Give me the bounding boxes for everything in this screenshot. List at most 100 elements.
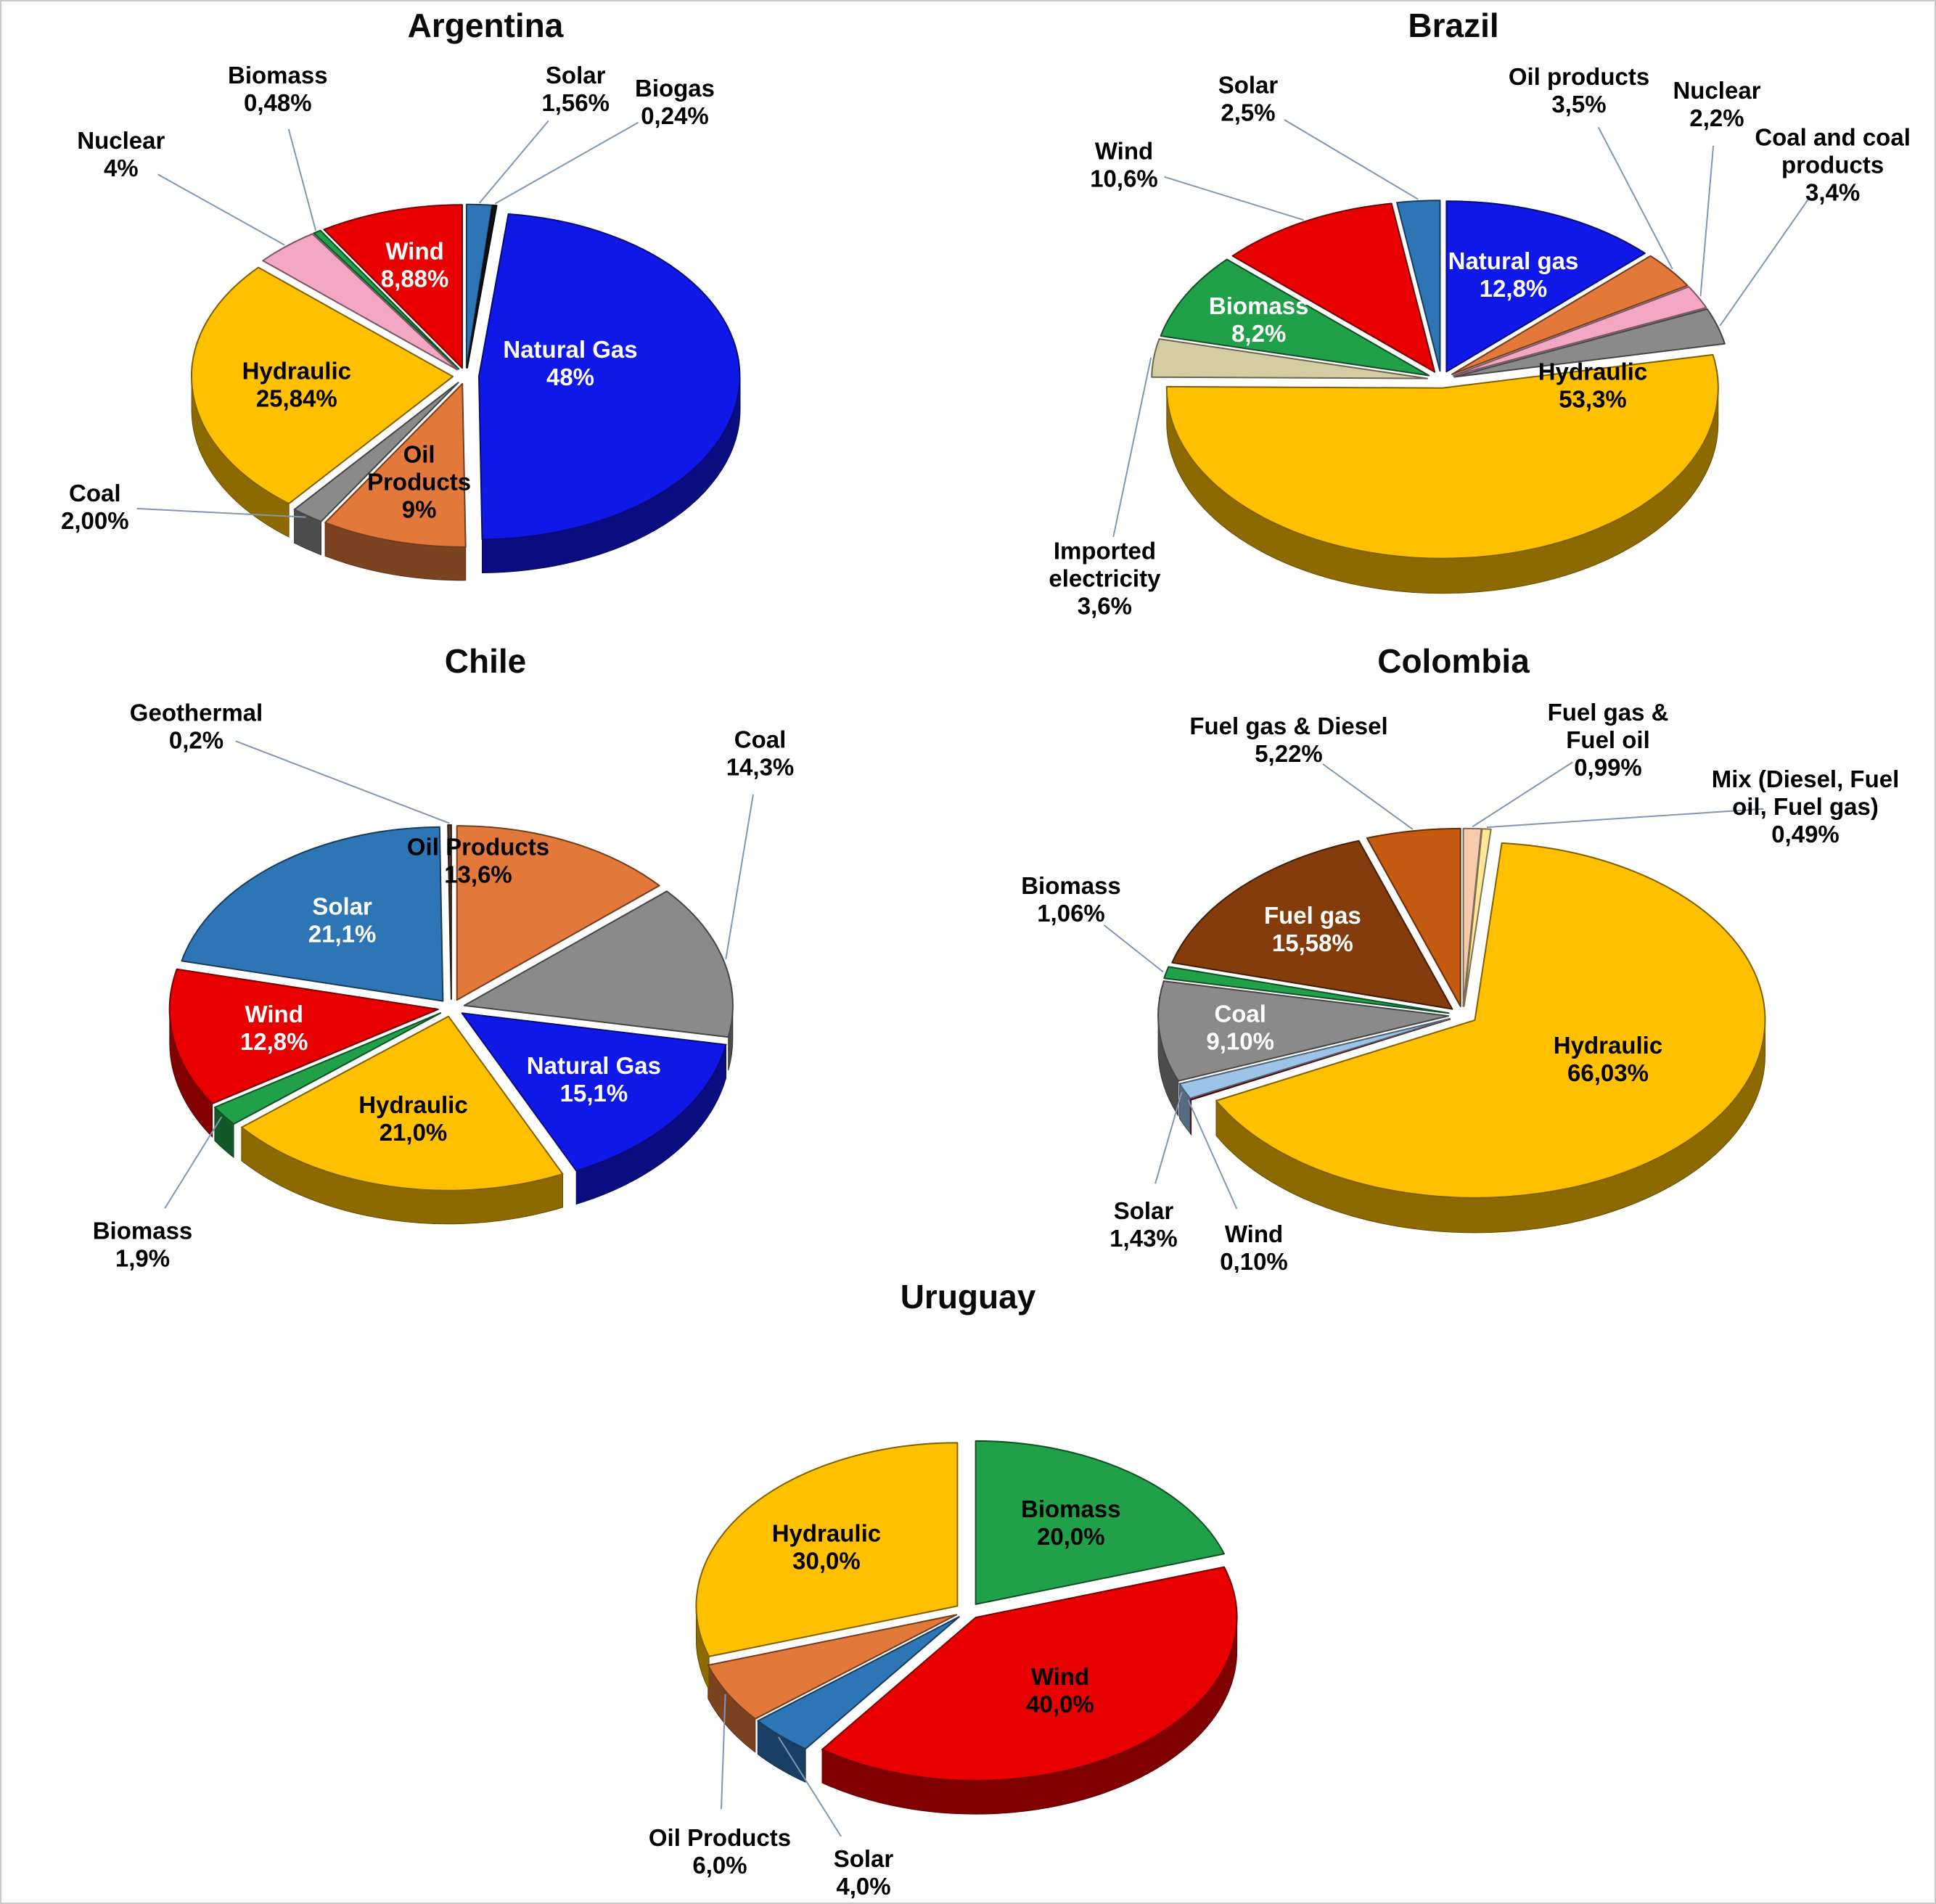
slice-label-biogas: Biogas 0,24%: [635, 75, 715, 129]
pie-chart-argentina: Solar 1,56% Biogas 0,24% Natural Gas 48% Oil Pr…: [61, 62, 741, 581]
pie-slice-natural-gas: [1445, 200, 1646, 373]
pie-chart-brazil: Natural gas 12,8% Oil products 3,5% Nuclear 2…: [1049, 63, 1911, 620]
slice-label-fuel-gas-diesel: Fuel gas & Diesel 5,22%: [1189, 713, 1387, 767]
slice-label-natural-gas: Natural gas 12,8%: [1448, 247, 1579, 302]
pie-slice-hydraulic: [191, 266, 454, 505]
slice-label-solar: Solar 1,56%: [541, 62, 610, 116]
chart-title-uruguay: Uruguay: [900, 1278, 1036, 1316]
pie-slice-fuel-gas: [1171, 840, 1453, 1010]
chart-title-brazil: Brazil: [1408, 7, 1499, 44]
pie-slice-hydraulic: [1215, 842, 1766, 1199]
pie-slice-wind: [168, 968, 439, 1104]
pie-slice-solar: [1396, 200, 1441, 372]
pie-slice-biomass: [1163, 966, 1450, 1014]
figure-row-3: Uruguay Biomass 20,0% Wind 40,0% Solar 4,0% Oi…: [1, 1273, 1935, 1901]
label-leader-biomass: [164, 1116, 223, 1209]
label-leader-biomass: [1103, 924, 1164, 973]
slice-label-coal-and-coal-products: Coal and coal products 3,4%: [1755, 123, 1911, 205]
label-leader-fuel-gas-diesel: [1322, 763, 1414, 830]
chart-cell-chile: Chile Oil Products 13,6% Coal 14,3% Natural …: [1, 637, 969, 1273]
slice-label-biomass: Biomass 20,0%: [1021, 1495, 1121, 1550]
pie-slice-imported-electricity: [1151, 338, 1429, 379]
pie-slice-mix-diesel-fuel-oil-fuel-gas: [1463, 828, 1492, 1007]
pie-slice-coal: [293, 382, 459, 522]
pie-slice-fuel-gas-diesel: [1366, 827, 1461, 1007]
label-leader-oil-products: [721, 1694, 726, 1810]
slice-label-biomass: Biomass 8,2%: [1209, 292, 1309, 346]
slice-label-hydraulic: Hydraulic 21,0%: [358, 1091, 467, 1146]
slice-label-coal: Coal 14,3%: [726, 726, 795, 780]
slice-label-imported-electricity: Imported electricity 3,6%: [1049, 537, 1161, 619]
slice-label-mix-diesel-fuel-oil-fuel-gas: Mix (Diesel, Fuel oil, Fuel gas) 0,49%: [1712, 766, 1900, 848]
chart-cell-colombia: Colombia Fuel gas & Fuel oil 0,99% Mix (Die…: [969, 637, 1935, 1273]
pie-slice-oil-products: [324, 382, 467, 548]
slice-label-wind: Wind 40,0%: [1026, 1663, 1094, 1718]
pie-slice-wind: [323, 204, 463, 369]
pie-slice-solar: [757, 1616, 960, 1750]
chart-cell-argentina: Argentina Solar 1,56% Biogas 0,24% Natural G…: [1, 1, 969, 637]
slice-label-biomass: Biomass 1,9%: [93, 1217, 193, 1271]
slice-label-oil-products: Oil Products 13,6%: [407, 833, 549, 887]
slice-label-coal: Coal 2,00%: [61, 480, 129, 534]
pie-slice-natural-gas: [461, 1012, 727, 1172]
slice-label-solar: Solar 2,5%: [1218, 71, 1279, 126]
pie-slice-biomass: [1160, 258, 1430, 377]
slice-label-oil-products: Oil Products 9%: [367, 440, 471, 522]
chart-title-chile: Chile: [444, 642, 527, 680]
pie-slice-hydraulic: [695, 1442, 959, 1657]
pie-slice-oil-products: [1451, 255, 1689, 375]
chart-title-colombia: Colombia: [1377, 642, 1530, 680]
pie-slice-oil-products: [707, 1614, 958, 1720]
slice-label-coal: Coal 9,10%: [1206, 1000, 1274, 1054]
slice-label-wind: Wind 12,8%: [240, 1001, 308, 1055]
label-leader-solar: [1154, 1091, 1183, 1184]
slice-label-wind: Wind 8,88%: [381, 237, 449, 292]
pie-slice-biomass: [975, 1440, 1225, 1605]
slice-label-geothermal: Geothermal 0,2%: [130, 699, 263, 753]
slice-label-solar: Solar 21,1%: [308, 892, 377, 947]
chart-title-argentina: Argentina: [407, 7, 564, 44]
slice-label-solar: Solar 1,43%: [1109, 1197, 1178, 1252]
label-leader-wind: [1164, 176, 1304, 221]
pie-chart-uruguay: Biomass 20,0% Wind 40,0% Solar 4,0% Oil Produc…: [649, 1440, 1238, 1900]
label-leader-biogas: [494, 121, 639, 205]
label-leader-mix-diesel-fuel-oil-fuel-gas: [1486, 808, 1764, 829]
pie-slice-geothermal: [447, 824, 452, 1000]
slice-label-nuclear: Nuclear 2,2%: [1673, 77, 1760, 131]
label-leader-coal-and-coal-products: [1719, 198, 1810, 327]
pie-slice-wind: [821, 1566, 1238, 1782]
slice-label-oil-products: Oil Products 6,0%: [649, 1824, 791, 1879]
label-leader-wind: [1187, 1099, 1238, 1210]
slice-label-biomass: Biomass 1,06%: [1021, 872, 1121, 927]
slice-label-hydraulic: Hydraulic 25,84%: [242, 357, 351, 411]
pie-slice-solar: [465, 203, 493, 369]
pie-slice-coal: [1157, 980, 1450, 1082]
slice-label-oil-products: Oil products 3,5%: [1509, 63, 1649, 118]
slice-label-hydraulic: Hydraulic 53,3%: [1538, 358, 1647, 412]
slice-label-wind: Wind 0,10%: [1220, 1220, 1288, 1273]
pie-slice-solar: [181, 826, 444, 1002]
figure-row-2: Chile Oil Products 13,6% Coal 14,3% Natural …: [1, 637, 1935, 1273]
slice-label-hydraulic: Hydraulic 66,03%: [1554, 1032, 1662, 1086]
pie-slice-nuclear: [1452, 286, 1707, 377]
pie-slice-wind: [1231, 202, 1436, 373]
pie-slice-hydraulic: [240, 1015, 564, 1191]
label-leader-solar: [777, 1736, 842, 1837]
slice-label-fuel-gas: Fuel gas 15,58%: [1264, 902, 1361, 956]
label-leader-nuclear: [157, 173, 285, 246]
label-leader-biomass: [287, 128, 317, 231]
figure-row-1: Argentina Solar 1,56% Biogas 0,24% Natural G…: [1, 1, 1935, 637]
slice-label-wind: Wind 10,6%: [1090, 137, 1158, 192]
label-leader-fuel-gas-fuel-oil: [1472, 761, 1573, 828]
chart-cell-brazil: Brazil Natural gas 12,8% Oil products 3,5% N…: [969, 1, 1935, 637]
label-leader-solar: [1284, 119, 1419, 200]
pie-slice-solar: [1178, 1018, 1451, 1099]
slice-label-hydraulic: Hydraulic 30,0%: [772, 1519, 881, 1574]
label-leader-oil-products: [1597, 126, 1673, 270]
label-leader-nuclear: [1699, 145, 1715, 297]
pie-slice-coal-and-coal-products: [1453, 308, 1726, 378]
pie-slice-hydraulic: [1165, 353, 1719, 559]
slice-label-natural-gas: Natural Gas 48%: [503, 336, 637, 390]
pie-slice-natural-gas: [478, 213, 741, 541]
